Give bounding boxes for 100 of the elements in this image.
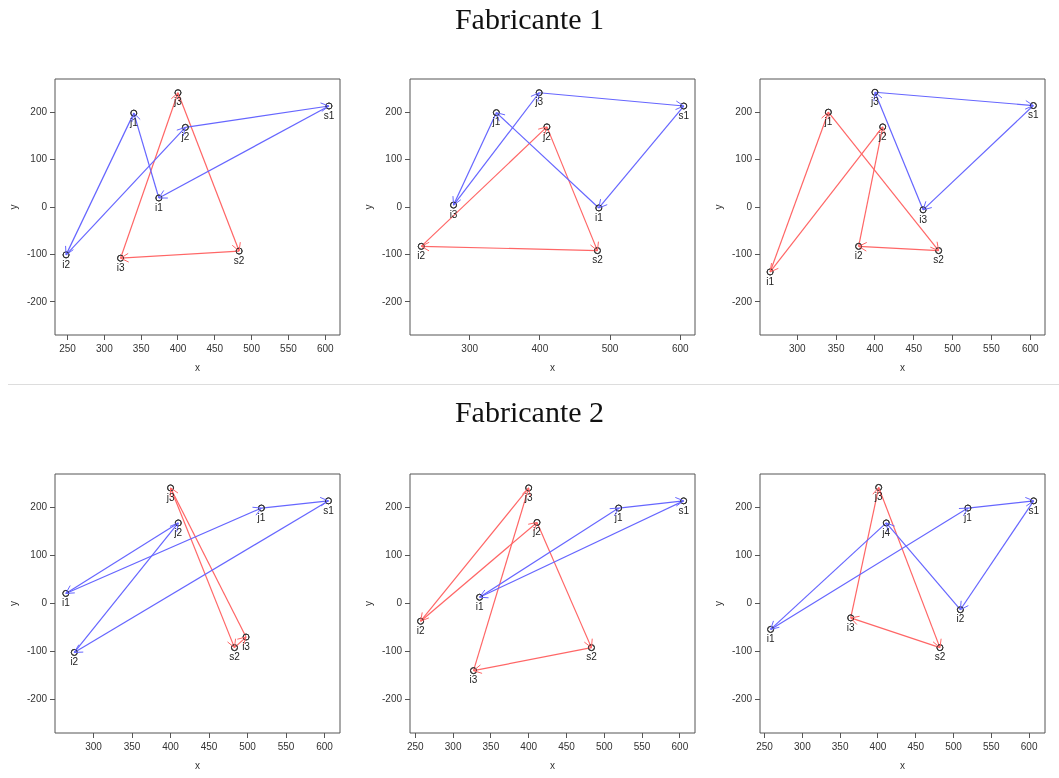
annotation: s1 [678, 504, 690, 516]
x-tick-label: 350 [831, 740, 849, 752]
y-axis-title: y [362, 601, 374, 606]
x-tick-label: 400 [520, 740, 538, 752]
annotation: i3 [242, 640, 251, 652]
annotation: i3 [846, 621, 856, 633]
x-tick-label: 500 [601, 342, 619, 354]
x-tick-label: 450 [206, 342, 224, 354]
annotation: j1 [613, 511, 623, 523]
annotation: i2 [854, 250, 863, 262]
x-tick-label: 550 [277, 740, 295, 752]
x-tick-label: 300 [461, 342, 479, 354]
y-tick-label: -200 [382, 295, 403, 307]
y-tick-label: 200 [385, 501, 403, 513]
x-tick-label: 600 [1021, 342, 1040, 354]
y-axis-title: y [7, 601, 19, 606]
y-tick-label: 0 [396, 200, 403, 212]
annotation: j2 [532, 526, 542, 538]
x-tick-label: 300 [85, 740, 103, 752]
x-tick-label: 500 [945, 740, 963, 752]
annotation: i1 [594, 211, 604, 223]
x-tick-label: 600 [671, 342, 690, 354]
x-tick-label: 400 [869, 740, 887, 752]
x-axis-title: x [195, 361, 201, 373]
annotation: j3 [534, 96, 544, 108]
x-axis-title: x [900, 759, 906, 771]
annotation: j1 [256, 511, 266, 523]
annotation: s2 [586, 651, 598, 663]
y-tick-label: 200 [385, 105, 403, 117]
annotation: j2 [180, 131, 190, 143]
y-tick-label: 200 [30, 501, 48, 513]
y-tick-label: 200 [30, 105, 48, 117]
annotation: j2 [877, 130, 888, 142]
x-tick-label: 250 [406, 740, 425, 752]
x-tick-label: 250 [756, 740, 774, 752]
y-tick-label: -100 [382, 248, 403, 260]
annotation: i2 [417, 250, 426, 262]
annotation: s1 [323, 109, 335, 121]
x-tick-label: 500 [595, 740, 614, 752]
x-axis-title: x [550, 759, 556, 771]
y-axis-title: y [712, 204, 724, 210]
annotation: i3 [116, 261, 125, 273]
annotation: j1 [491, 116, 501, 128]
annotation: j3 [870, 96, 880, 108]
x-tick-label: 550 [982, 740, 1001, 752]
y-tick-label: 100 [735, 153, 753, 165]
annotation: i1 [475, 601, 484, 613]
annotation: i1 [61, 597, 71, 609]
y-axis-title: y [712, 601, 724, 606]
y-tick-label: -200 [732, 295, 753, 307]
x-axis-title: x [900, 361, 906, 373]
annotation: j2 [541, 130, 552, 142]
text: Fabricante 2 [453, 395, 606, 429]
y-axis-title: y [7, 204, 19, 210]
y-tick-label: 200 [735, 501, 753, 513]
annotation: i3 [469, 674, 478, 686]
annotation: j1 [128, 116, 139, 128]
y-tick-label: -100 [382, 645, 403, 657]
annotation: i1 [154, 201, 164, 213]
annotation: j3 [165, 491, 175, 503]
x-tick-label: 350 [123, 740, 141, 752]
y-tick-label: 100 [385, 153, 403, 165]
x-tick-label: 500 [239, 740, 257, 752]
annotation: i2 [416, 625, 425, 636]
y-tick-label: -200 [382, 693, 403, 705]
y-tick-label: -200 [27, 295, 48, 307]
y-tick-label: -200 [732, 693, 753, 705]
annotation: j3 [523, 491, 534, 503]
x-tick-label: 550 [983, 342, 1001, 354]
y-tick-label: 200 [735, 105, 753, 117]
x-tick-label: 250 [59, 342, 77, 354]
x-tick-label: 500 [944, 342, 962, 354]
annotation: s2 [229, 651, 241, 663]
y-tick-label: -200 [27, 693, 48, 705]
x-tick-label: 450 [905, 342, 923, 354]
annotation: s2 [233, 254, 245, 266]
annotation: s1 [1028, 109, 1040, 121]
x-tick-label: 600 [1020, 740, 1038, 752]
annotation: j4 [881, 526, 891, 538]
annotation: s2 [933, 254, 945, 266]
y-tick-label: 100 [30, 549, 48, 561]
x-tick-label: 600 [671, 740, 689, 752]
x-tick-label: 300 [444, 740, 462, 752]
annotation: s2 [934, 651, 946, 663]
x-tick-label: 400 [531, 342, 549, 354]
y-tick-label: 100 [30, 153, 48, 165]
x-tick-label: 450 [558, 740, 576, 752]
x-tick-label: 300 [96, 342, 114, 354]
annotation: j1 [963, 511, 973, 523]
x-tick-label: 350 [132, 342, 150, 354]
annotation: j3 [173, 96, 183, 108]
x-axis-title: x [195, 759, 201, 771]
text: Fabricante 1 [453, 2, 606, 36]
x-tick-label: 300 [788, 342, 807, 354]
x-tick-label: 350 [482, 740, 500, 752]
annotation: i3 [919, 213, 928, 225]
y-tick-label: -100 [732, 248, 753, 260]
annotation: i2 [70, 656, 79, 668]
x-tick-label: 500 [243, 342, 261, 354]
x-tick-label: 450 [200, 740, 218, 752]
